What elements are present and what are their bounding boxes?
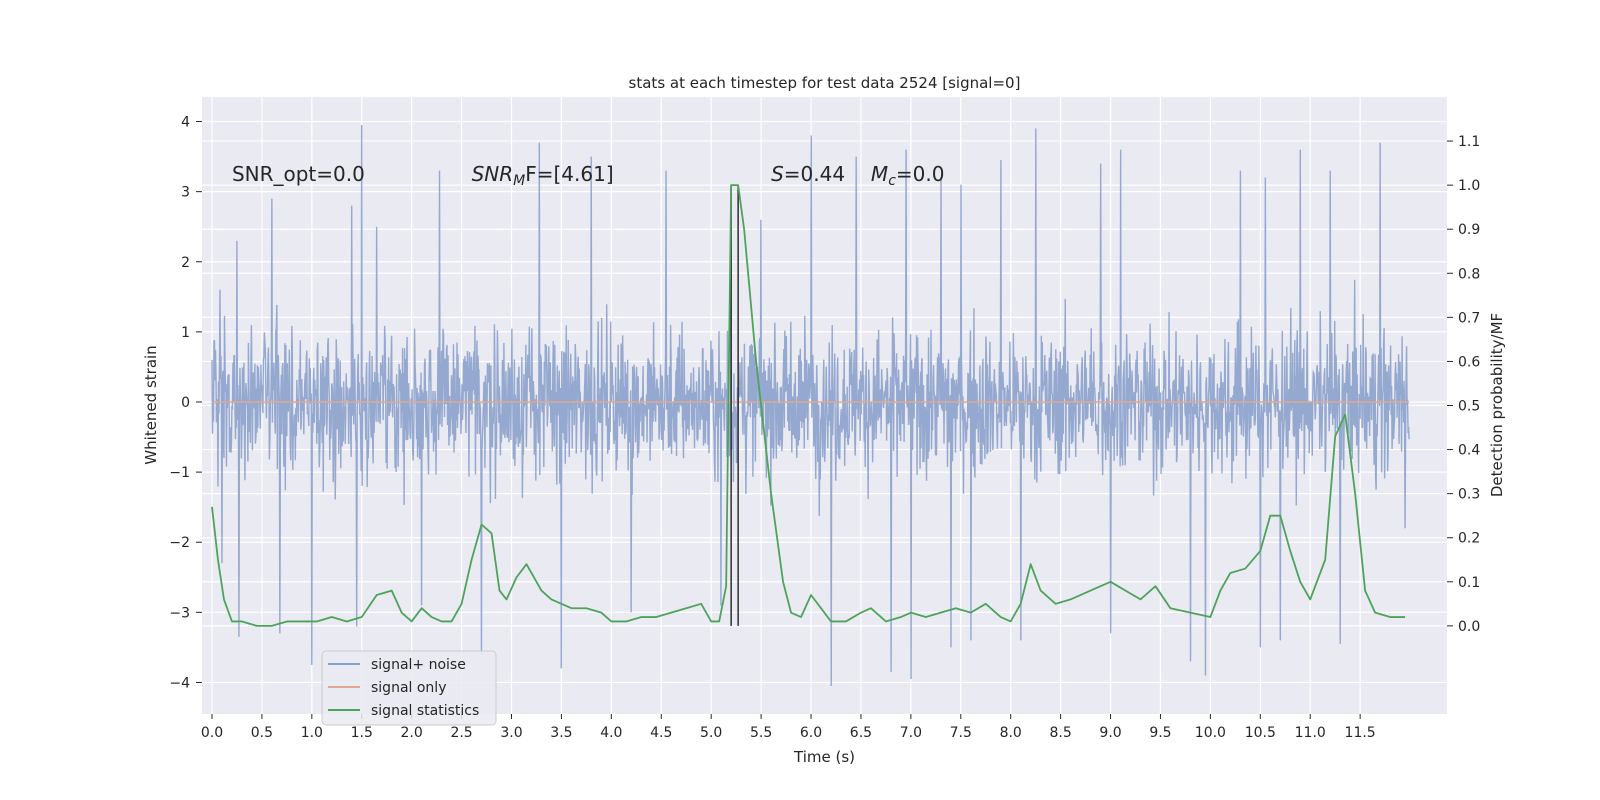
y-right-tick-label-9: 0.9: [1458, 222, 1480, 238]
x-tick-label-15: 7.5: [950, 725, 972, 741]
x-tick-label-5: 2.5: [450, 725, 472, 741]
annotations: SNR_opt=0.0 SNRMF=[4.61] S=0.44 Mc=0.0: [232, 162, 945, 189]
annotation-3: Mc=0.0: [871, 162, 945, 189]
y-left-tick-label-3: −1: [169, 465, 190, 481]
annotation-1: SNRMF=[4.61]: [472, 162, 614, 189]
y-left-tick-label-5: 1: [181, 325, 190, 341]
y-right-tick-label-2: 0.2: [1458, 531, 1480, 547]
x-tick-label-19: 9.5: [1149, 725, 1171, 741]
x-tick-label-13: 6.5: [850, 725, 872, 741]
annotation-2: S=0.44: [771, 162, 845, 186]
x-tick-label-16: 8.0: [1000, 725, 1022, 741]
y-right-tick-label-1: 0.1: [1458, 575, 1480, 591]
x-tick-label-20: 10.0: [1195, 725, 1226, 741]
y-right-tick-label-5: 0.5: [1458, 399, 1480, 415]
x-tick-label-8: 4.0: [600, 725, 622, 741]
y-left-tick-label-1: −3: [169, 605, 190, 621]
y-right-axis-title: Detection probability/MF: [1488, 313, 1506, 497]
x-tick-label-6: 3.0: [500, 725, 522, 741]
y-right-tick-label-10: 1.0: [1458, 178, 1480, 194]
y-right-tick-label-8: 0.8: [1458, 266, 1480, 282]
y-left-tick-label-8: 4: [181, 115, 190, 131]
x-tick-label-21: 10.5: [1245, 725, 1276, 741]
y-right-tick-label-3: 0.3: [1458, 487, 1480, 503]
noise-line: [211, 125, 1410, 686]
annotation-1-tail: F=[4.61]: [525, 162, 613, 186]
annotation-1-sub: M: [513, 173, 525, 189]
series-signal-plus-noise: [211, 125, 1410, 686]
annotation-3-sub: c: [888, 173, 896, 189]
legend: signal+ noise signal only signal statistic…: [321, 650, 497, 726]
legend-label-1: signal only: [371, 680, 446, 696]
series-signal-statistics: [211, 184, 1406, 627]
y-right-axis-ticks: 0.0 0.1 0.2 0.3 0.4 0.5 0.6 0.7 0.8 0.9 1.0 1.1: [1447, 134, 1480, 635]
y-left-tick-label-2: −2: [169, 535, 190, 551]
x-tick-label-14: 7.0: [900, 725, 922, 741]
x-tick-label-9: 4.5: [650, 725, 672, 741]
x-tick-label-3: 1.5: [351, 725, 373, 741]
annotation-1-main: SNR: [472, 162, 514, 186]
annotation-3-main: M: [871, 162, 888, 186]
x-tick-label-12: 6.0: [800, 725, 822, 741]
x-tick-label-0: 0.0: [201, 725, 223, 741]
y-right-tick-label-11: 1.1: [1458, 134, 1480, 150]
y-right-tick-label-0: 0.0: [1458, 619, 1480, 635]
x-tick-label-2: 1.0: [301, 725, 323, 741]
y-right-tick-label-6: 0.6: [1458, 354, 1480, 370]
legend-label-0: signal+ noise: [371, 657, 466, 673]
chart-title: stats at each timestep for test data 252…: [629, 74, 1021, 92]
annotation-2-tail: =0.44: [784, 162, 845, 186]
y-left-axis-ticks: −4 −3 −2 −1 0 1 2 3 4: [169, 115, 202, 691]
x-axis-ticks: 0.0 0.5 1.0 1.5 2.0 2.5 3.0 3.5 4.0 4.5 5.0 5.5 6.0 6…: [201, 714, 1376, 741]
y-left-tick-label-7: 3: [181, 185, 190, 201]
x-tick-label-4: 2.0: [401, 725, 423, 741]
y-left-tick-label-0: −4: [169, 675, 190, 691]
legend-label-2: signal statistics: [371, 703, 479, 719]
y-left-axis-title: Whitened strain: [142, 345, 160, 464]
x-axis-title: Time (s): [793, 748, 855, 766]
annotation-2-main: S: [771, 162, 784, 186]
y-right-tick-label-4: 0.4: [1458, 443, 1480, 459]
x-tick-label-11: 5.5: [750, 725, 772, 741]
x-tick-label-7: 3.5: [550, 725, 572, 741]
x-tick-label-18: 9.0: [1099, 725, 1121, 741]
vertical-markers: [730, 185, 739, 626]
y-left-tick-label-4: 0: [181, 395, 190, 411]
x-tick-label-17: 8.5: [1049, 725, 1071, 741]
x-tick-label-23: 11.5: [1345, 725, 1376, 741]
annotation-3-tail: =0.0: [896, 162, 945, 186]
signal-statistics-line: [211, 184, 1406, 627]
legend-box: [321, 650, 497, 726]
x-tick-label-1: 0.5: [251, 725, 273, 741]
y-left-tick-label-6: 2: [181, 255, 190, 271]
annotation-0: SNR_opt=0.0: [232, 162, 365, 186]
x-tick-label-22: 11.0: [1295, 725, 1326, 741]
x-tick-label-10: 5.0: [700, 725, 722, 741]
y-right-tick-label-7: 0.7: [1458, 310, 1480, 326]
